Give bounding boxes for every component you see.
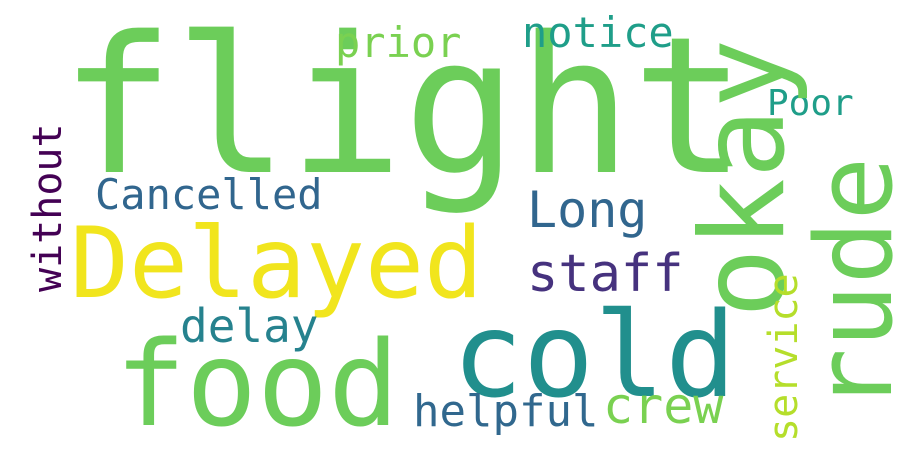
word-crew: crew [603,377,724,435]
word-rude: rude [793,156,914,412]
word-helpful: helpful [413,386,599,437]
word-without: without [25,123,71,292]
word-flight: flight [60,0,747,217]
word-food: food [115,315,400,453]
word-service: service [761,273,807,442]
word-staff: staff [527,244,684,304]
word-long: Long [527,181,648,239]
word-cancelled: Cancelled [95,170,323,219]
word-delay: delay [180,299,319,353]
word-poor: Poor [767,83,854,124]
word-prior: prior [335,18,462,67]
word-delayed: Delayed [70,207,484,321]
word-notice: notice [522,8,674,57]
word-cold: cold [452,286,737,424]
